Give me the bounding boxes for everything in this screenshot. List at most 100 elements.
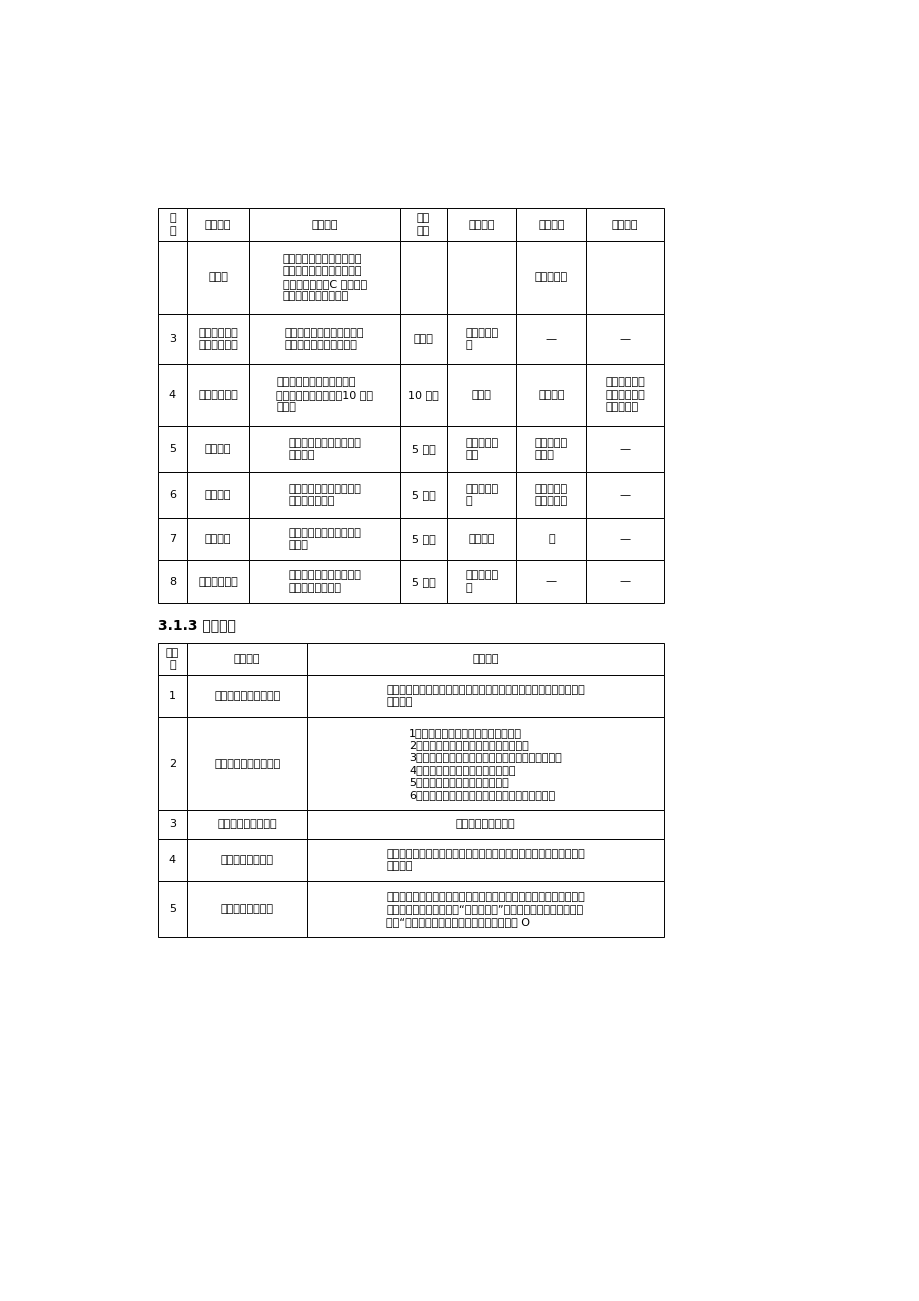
Text: —: —	[618, 535, 630, 544]
Bar	[307, 809, 663, 839]
Bar	[249, 425, 400, 472]
Bar	[516, 208, 585, 241]
Text: 相关要求: 相关要求	[471, 654, 498, 664]
Bar	[157, 561, 187, 602]
Text: 组员：工程、科技、财务主
办人员，办事处（分局）生
产经理、总工、C 家蛴成员
办公室设在：局工程部: 组员：工程、科技、财务主 办人员，办事处（分局）生 产经理、总工、C 家蛴成员 …	[282, 254, 367, 301]
Bar	[187, 839, 307, 882]
Text: 3: 3	[169, 820, 176, 830]
Bar	[157, 425, 187, 472]
Text: 建立达标工程专家库: 建立达标工程专家库	[217, 820, 277, 830]
Text: 5 口内: 5 口内	[411, 576, 435, 587]
Bar	[187, 675, 307, 717]
Text: 提出立项申请: 提出立项申请	[198, 390, 238, 399]
Text: 二级单位: 二级单位	[538, 390, 564, 399]
Bar	[447, 561, 516, 602]
Bar	[249, 472, 400, 518]
Text: 对各单位申报的情况进行
审批。: 对各单位申报的情况进行 审批。	[288, 528, 360, 550]
Bar	[516, 241, 585, 314]
Text: 审核申报项目是否符合申
报条件。: 审核申报项目是否符合申 报条件。	[288, 437, 360, 461]
Text: 立项初审: 立项初审	[205, 444, 231, 454]
Text: 各二级单位应该建立相应达标工程组织机构，负责本单位达标工程相
关工作。: 各二级单位应该建立相应达标工程组织机构，负责本单位达标工程相 关工作。	[386, 850, 584, 872]
Bar	[157, 809, 187, 839]
Text: 下达年度达标
工程立项计划: 下达年度达标 工程立项计划	[198, 328, 238, 350]
Text: 工作文件: 工作文件	[611, 220, 638, 230]
Bar	[157, 472, 187, 518]
Text: 立项复审: 立项复审	[205, 490, 231, 500]
Bar	[447, 518, 516, 561]
Text: 5 日内: 5 日内	[411, 535, 435, 544]
Text: 局工程管理
部: 局工程管理 部	[464, 570, 497, 593]
Bar	[516, 472, 585, 518]
Bar	[447, 425, 516, 472]
Text: 二级单位工
程部: 二级单位工 程部	[464, 437, 497, 461]
Bar	[516, 314, 585, 364]
Bar	[187, 314, 249, 364]
Bar	[447, 314, 516, 364]
Text: —: —	[618, 444, 630, 454]
Text: 5 口内: 5 口内	[411, 444, 435, 454]
Text: —: —	[545, 334, 556, 343]
Text: 一: 一	[548, 535, 554, 544]
Text: 绻色建造领导小组职责: 绻色建造领导小组职责	[214, 691, 280, 701]
Bar	[307, 643, 663, 675]
Bar	[585, 208, 663, 241]
Bar	[187, 364, 249, 425]
Bar	[516, 561, 585, 602]
Text: 二级单位组织机构: 二级单位组织机构	[221, 855, 273, 865]
Text: 5: 5	[169, 904, 176, 915]
Text: 中建八局绻色
施工达标工程
立项申请表: 中建八局绻色 施工达标工程 立项申请表	[605, 377, 644, 412]
Text: 5 日内: 5 日内	[411, 490, 435, 500]
Text: 一季度: 一季度	[413, 334, 433, 343]
Text: 序
号: 序 号	[169, 213, 176, 235]
Text: 时间
要求: 时间 要求	[416, 213, 429, 235]
Text: —: —	[618, 490, 630, 500]
Text: 根据各单位在建项目情况，
下达年度达标工程立项。: 根据各单位在建项目情况， 下达年度达标工程立项。	[285, 328, 364, 350]
Text: 立项审批: 立项审批	[205, 535, 231, 544]
Text: 局工程管理
部: 局工程管理 部	[464, 328, 497, 350]
Text: —: —	[545, 576, 556, 587]
Bar	[400, 518, 447, 561]
Text: 5: 5	[169, 444, 176, 454]
Bar	[516, 518, 585, 561]
Bar	[585, 241, 663, 314]
Bar	[249, 208, 400, 241]
Bar	[307, 675, 663, 717]
Text: 局科技部、
工程研究院: 局科技部、 工程研究院	[534, 484, 567, 506]
Bar	[585, 518, 663, 561]
Bar	[585, 561, 663, 602]
Bar	[187, 561, 249, 602]
Bar	[187, 717, 307, 809]
Bar	[187, 518, 249, 561]
Bar	[400, 314, 447, 364]
Bar	[447, 472, 516, 518]
Text: 项目部: 项目部	[471, 390, 491, 399]
Bar	[516, 364, 585, 425]
Bar	[585, 364, 663, 425]
Bar	[400, 208, 447, 241]
Bar	[400, 241, 447, 314]
Text: 管理要求: 管理要求	[311, 220, 337, 230]
Text: 关键活动: 关键活动	[205, 220, 231, 230]
Bar	[585, 314, 663, 364]
Text: 作小组: 作小组	[208, 272, 228, 282]
Text: 1: 1	[169, 691, 176, 701]
Text: 6: 6	[169, 490, 176, 500]
Bar	[585, 425, 663, 472]
Bar	[249, 314, 400, 364]
Text: 2: 2	[168, 758, 176, 769]
Bar	[400, 425, 447, 472]
Text: 下发立项通知: 下发立项通知	[198, 576, 238, 587]
Text: 3.1.3 相关规定: 3.1.3 相关规定	[157, 618, 235, 632]
Text: 10 日内: 10 日内	[408, 390, 438, 399]
Bar	[157, 314, 187, 364]
Text: 1、负责发布年度达标工程立项计划；
2、负责组织年度达标工程立项与审核；
3、负责达标工程的过程指导、协调和服务等工作；
4、负责组织达标工程的中期验收：
5、: 1、负责发布年度达标工程立项计划； 2、负责组织年度达标工程立项与审核； 3、负…	[409, 727, 562, 800]
Text: 局工程管理
部: 局工程管理 部	[464, 484, 497, 506]
Bar	[400, 472, 447, 518]
Bar	[187, 882, 307, 937]
Bar	[157, 208, 187, 241]
Text: ，序
号: ，序 号	[165, 648, 179, 670]
Text: 工作小组: 工作小组	[468, 535, 494, 544]
Bar	[447, 364, 516, 425]
Text: 达标工程立项申报要求在局重点区域、省市范围内具备一定规模、绻
色施工管理有一定特点，“四节一环保”效果突出，并且已立项或拟
立项“全国建筑业绻色施工示范工程》的: 达标工程立项申报要求在局重点区域、省市范围内具备一定规模、绻 色施工管理有一定特…	[386, 891, 584, 926]
Text: 4: 4	[168, 390, 176, 399]
